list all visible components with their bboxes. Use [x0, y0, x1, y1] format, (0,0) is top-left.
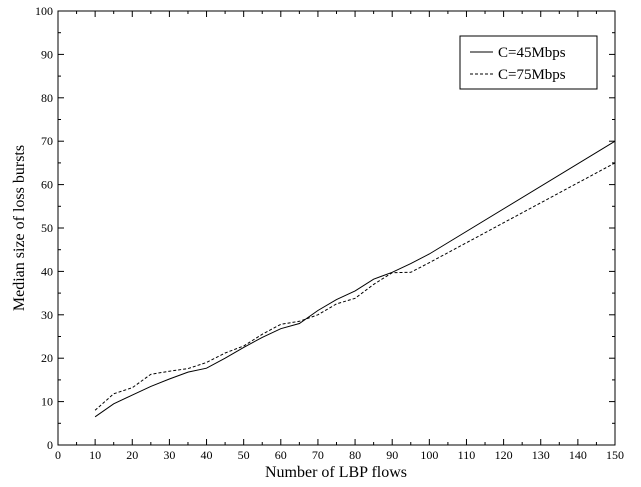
- y-tick-label: 100: [35, 4, 53, 18]
- y-tick-label: 40: [41, 264, 53, 278]
- y-tick-label: 60: [41, 178, 53, 192]
- series-lines: [94, 140, 616, 418]
- x-tick-label: 80: [349, 448, 361, 462]
- y-axis-ticks: 0 10 20 30 40 50 60 70 80 90 100: [35, 4, 615, 452]
- x-tick-label: 100: [420, 448, 438, 462]
- x-tick-label: 10: [89, 448, 101, 462]
- x-tick-label: 90: [386, 448, 398, 462]
- x-tick-label: 60: [275, 448, 287, 462]
- x-tick-label: 20: [126, 448, 138, 462]
- x-tick-label: 40: [201, 448, 213, 462]
- y-tick-label: 0: [47, 438, 53, 452]
- legend-label-c75: C=75Mbps: [498, 67, 566, 83]
- legend-box: [459, 35, 598, 90]
- y-tick-label: 30: [41, 308, 53, 322]
- series-line-c-45mbps: [94, 140, 616, 418]
- legend-label-c45: C=45Mbps: [498, 45, 566, 61]
- y-tick-label: 90: [41, 47, 53, 61]
- x-tick-label: 140: [569, 448, 587, 462]
- x-tick-label: 130: [532, 448, 550, 462]
- y-tick-label: 20: [41, 351, 53, 365]
- x-tick-label: 0: [55, 448, 61, 462]
- y-axis-label: Median size of loss bursts: [11, 145, 28, 311]
- series-line-c-75mbps: [94, 162, 616, 411]
- x-tick-label: 110: [458, 448, 476, 462]
- y-tick-label: 70: [41, 134, 53, 148]
- x-tick-label: 150: [606, 448, 624, 462]
- x-axis-label: Number of LBP flows: [265, 464, 407, 481]
- x-tick-label: 120: [495, 448, 513, 462]
- x-tick-label: 50: [238, 448, 250, 462]
- x-axis-ticks: 0 10 20 30 40 50 60 70 80 90 100 110 120 130 140 150: [55, 11, 624, 462]
- y-tick-label: 10: [41, 395, 53, 409]
- y-tick-label: 80: [41, 91, 53, 105]
- legend: C=45Mbps C=75Mbps: [459, 35, 598, 90]
- x-tick-label: 30: [163, 448, 175, 462]
- y-tick-label: 50: [41, 221, 53, 235]
- x-tick-label: 70: [312, 448, 324, 462]
